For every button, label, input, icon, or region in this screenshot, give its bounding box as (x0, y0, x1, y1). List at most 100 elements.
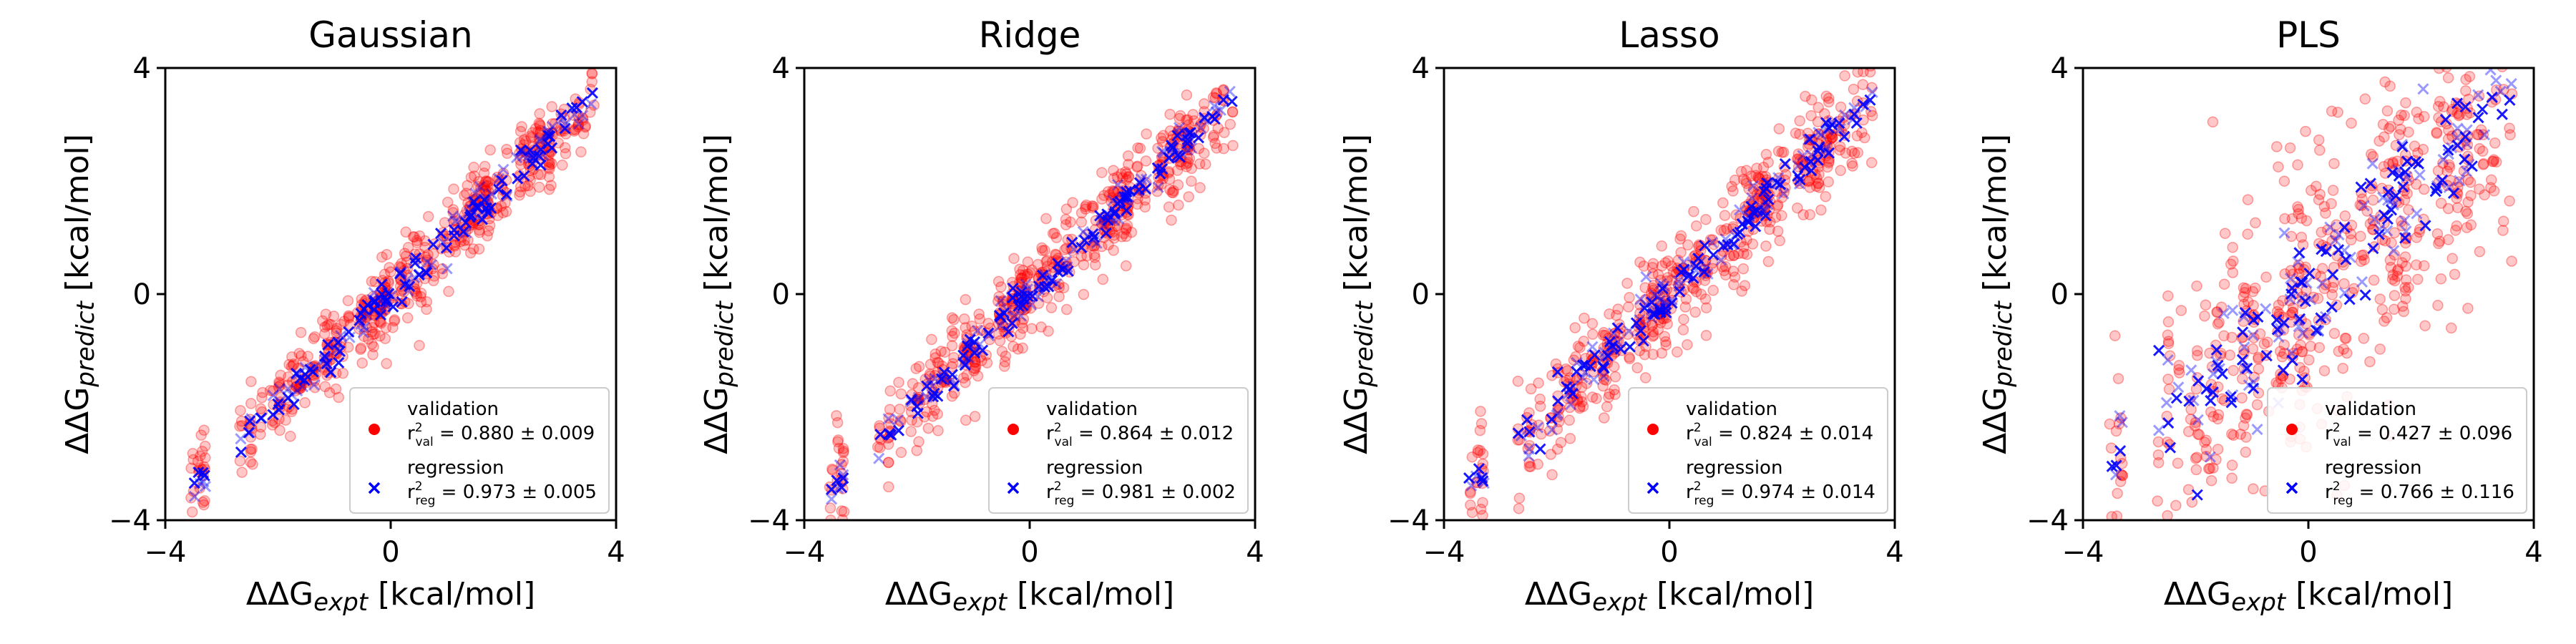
regression-point (1598, 370, 1610, 382)
validation-point (545, 180, 557, 191)
validation-point (932, 408, 943, 420)
regression-point (2324, 221, 2336, 233)
regression-point (2185, 364, 2197, 376)
regression-point (884, 427, 896, 439)
regression-point (1050, 278, 1063, 290)
validation-point (895, 416, 907, 427)
regression-point (1599, 346, 1611, 358)
regression-point (2225, 391, 2237, 403)
regression-point (535, 143, 547, 156)
y-tick-label: 4 (772, 52, 790, 85)
regression-point (2114, 444, 2127, 457)
validation-point (1672, 346, 1683, 358)
validation-point (1048, 228, 1060, 239)
validation-point (2152, 449, 2165, 461)
regression-point (440, 242, 452, 254)
validation-point (1534, 401, 1546, 412)
validation-point (468, 162, 479, 173)
validation-point (2398, 306, 2409, 318)
validation-point (400, 226, 411, 238)
validation-point (389, 314, 401, 326)
validation-point (2465, 190, 2477, 202)
regression-point (834, 459, 846, 471)
validation-point (1173, 199, 1184, 211)
regression-point (448, 230, 460, 242)
regression-point (825, 493, 838, 505)
regression-point (1152, 181, 1164, 193)
validation-point (2226, 331, 2238, 343)
regression-point (1715, 254, 1727, 266)
y-axis-label: ΔΔGpredict [kcal/mol] (59, 134, 100, 454)
y-tick-label: 4 (1412, 52, 1430, 85)
validation-point (1776, 192, 1788, 203)
validation-point (200, 452, 211, 464)
validation-point (2277, 295, 2288, 307)
y-tick-label: 0 (133, 278, 151, 311)
validation-point (2212, 444, 2224, 455)
validation-point (1574, 341, 1586, 353)
validation-point (1060, 303, 1073, 316)
regression-point (1634, 314, 1646, 326)
validation-point (1728, 279, 1740, 291)
validation-point (569, 49, 579, 59)
validation-point (415, 291, 426, 303)
regression-point (381, 286, 394, 298)
validation-point (245, 398, 257, 409)
data-points (185, 49, 600, 518)
validation-point (905, 426, 917, 437)
validation-point (2200, 444, 2212, 455)
validation-point (1184, 152, 1196, 165)
validation-point (924, 358, 937, 370)
validation-point (1181, 114, 1194, 125)
validation-point (1631, 362, 1643, 374)
validation-point (2389, 227, 2401, 239)
validation-point (484, 144, 496, 156)
validation-point (882, 457, 894, 468)
validation-point (1736, 286, 1747, 297)
regression-point (2442, 148, 2454, 160)
validation-point (1163, 201, 1175, 213)
validation-point (2419, 111, 2430, 122)
validation-point (1060, 203, 1073, 215)
validation-point (882, 439, 894, 450)
validation-point (580, 120, 592, 132)
validation-point (1780, 169, 1792, 180)
validation-point (2453, 109, 2465, 122)
regression-point (961, 340, 973, 352)
validation-point (1017, 265, 1029, 276)
validation-point (330, 383, 342, 395)
regression-point (297, 381, 309, 393)
validation-point (2278, 348, 2290, 359)
validation-point (1472, 447, 1484, 459)
regression-point (2504, 94, 2516, 107)
regression-point (286, 389, 298, 401)
validation-point (383, 275, 394, 287)
validation-point (2318, 365, 2331, 376)
regression-point (1002, 326, 1015, 338)
validation-point (2356, 200, 2368, 211)
validation-point (1174, 109, 1186, 122)
regression-point (1822, 124, 1834, 136)
validation-point (1646, 320, 1658, 331)
validation-point (369, 328, 381, 340)
validation-point (1572, 341, 1584, 352)
regression-point (1053, 261, 1066, 273)
validation-point (2419, 320, 2431, 331)
regression-point (1062, 265, 1074, 277)
validation-point (2443, 42, 2453, 52)
validation-point (387, 290, 399, 302)
validation-point (2387, 157, 2399, 168)
regression-point (534, 133, 547, 145)
validation-point (414, 230, 426, 242)
validation-point (280, 404, 293, 415)
validation-point (1813, 128, 1825, 140)
legend-stat: r2 reg = 0.981 ± 0.002 (1046, 479, 1236, 508)
validation-point (2314, 145, 2326, 156)
validation-point (2451, 202, 2464, 213)
validation-point (2491, 84, 2502, 96)
validation-point (1045, 302, 1058, 313)
validation-point (1523, 461, 1536, 472)
validation-point (2361, 205, 2373, 217)
validation-point (2114, 476, 2127, 487)
regression-point (1649, 288, 1661, 301)
